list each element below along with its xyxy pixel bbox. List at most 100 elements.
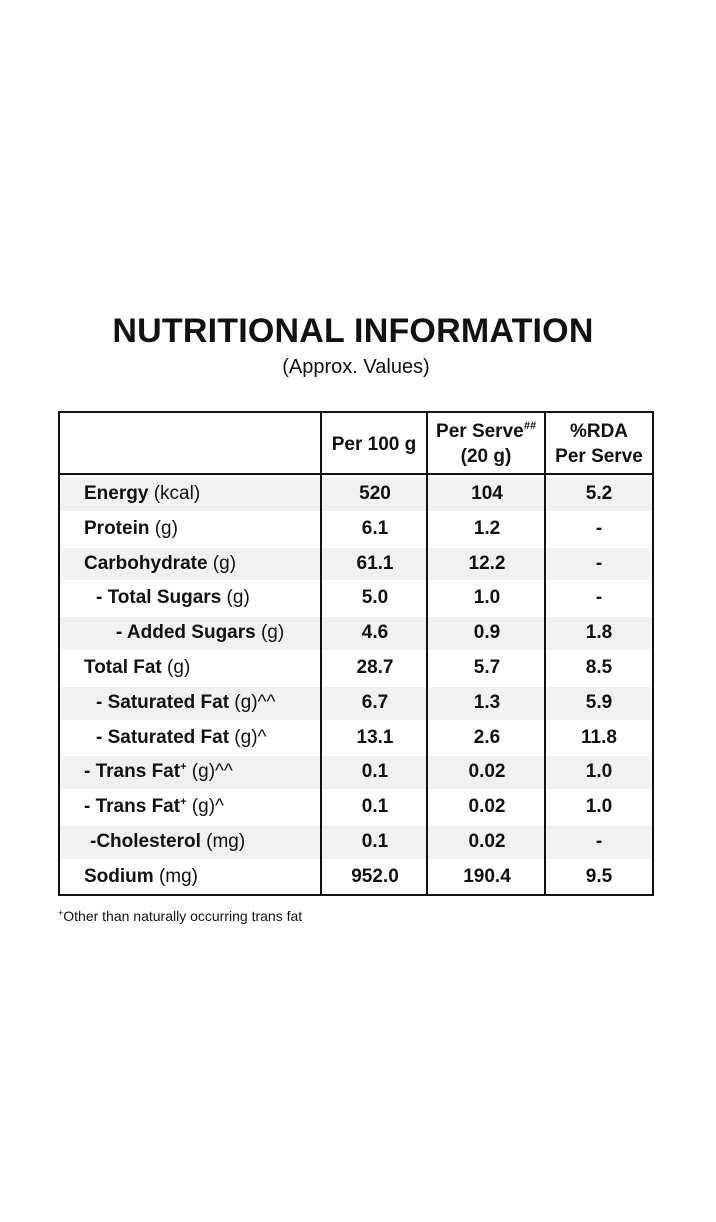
row-stripe (60, 547, 320, 581)
nutrient-name: -Cholesterol (mg) (90, 830, 246, 852)
table-row: - Saturated Fat (g)^^ 6.7 1.3 5.9 (60, 686, 652, 721)
table-row: Energy (kcal) 520 104 5.2 (60, 477, 652, 512)
table-row: Carbohydrate (g) 61.1 12.2 - (60, 547, 652, 582)
value-per-serve: 0.02 (468, 761, 506, 783)
value-per-100g: 13.1 (356, 726, 394, 748)
header-per-100g: Per 100 g (322, 413, 426, 475)
value-per-100g: 6.7 (361, 691, 389, 713)
value-per-serve: 12.2 (468, 552, 506, 574)
nutrient-name: - Added Sugars (g) (116, 622, 285, 644)
header-rda-line2: Per Serve (555, 446, 643, 467)
value-per-100g: 0.1 (361, 830, 389, 852)
value-per-serve: 2.6 (473, 726, 501, 748)
header-divider (60, 473, 652, 475)
nutrient-name: Sodium (mg) (84, 865, 198, 887)
row-stripe (60, 825, 320, 859)
value-per-serve: 1.3 (473, 691, 501, 713)
row-stripe (546, 686, 652, 720)
nutrient-name: Total Fat (g) (84, 656, 191, 678)
row-stripe (322, 547, 426, 581)
nutrient-unit: (g) (149, 517, 178, 539)
row-stripe (546, 825, 652, 859)
nutrient-name: - Trans Fat+ (g)^ (84, 796, 224, 818)
nutrient-name: Carbohydrate (g) (84, 552, 237, 574)
column-divider (320, 413, 322, 894)
row-stripe (546, 617, 652, 650)
page-title: NUTRITIONAL INFORMATION (112, 312, 594, 350)
row-stripe (428, 686, 544, 720)
value-per-100g: 520 (359, 483, 391, 504)
table-row: - Trans Fat+ (g)^^ 0.1 0.02 1.0 (60, 755, 652, 790)
row-stripe (428, 547, 544, 581)
row-stripe (60, 617, 320, 650)
value-per-100g: 6.1 (361, 517, 389, 539)
table-row: Sodium (mg) 952.0 190.4 9.5 (60, 860, 652, 895)
nutrient-name: - Trans Fat+ (g)^^ (84, 761, 233, 783)
header-per-serve-line1: Per Serve## (436, 420, 536, 443)
row-stripe (546, 756, 652, 790)
nutrient-name: Protein (g) (84, 517, 178, 539)
value-per-serve: 1.0 (473, 587, 501, 609)
nutrient-unit: (mg) (153, 865, 198, 887)
row-stripe (546, 478, 652, 511)
nutrient-name: - Total Sugars (g) (96, 587, 250, 609)
nutrient-unit: (g)^^ (229, 691, 276, 713)
nutrient-name: Energy (kcal) (84, 483, 201, 504)
row-stripe (322, 478, 426, 511)
value-rda: 1.0 (585, 796, 613, 818)
row-stripe (322, 825, 426, 859)
nutrient-unit: (g) (221, 587, 250, 609)
column-divider (426, 413, 428, 894)
value-rda: 5.2 (585, 483, 613, 504)
value-per-serve: 1.2 (473, 517, 501, 539)
value-rda: 5.9 (585, 691, 613, 713)
row-stripe (322, 617, 426, 650)
value-per-serve: 0.02 (468, 830, 506, 852)
row-stripe (60, 686, 320, 720)
value-rda: - (595, 552, 603, 574)
column-divider (544, 413, 546, 894)
value-rda: 9.5 (585, 865, 613, 887)
row-stripe (428, 478, 544, 511)
page-subtitle: (Approx. Values) (282, 356, 430, 378)
value-rda: 1.8 (585, 622, 613, 644)
table-row: - Total Sugars (g) 5.0 1.0 - (60, 581, 652, 616)
header-rda: %RDA Per Serve (546, 413, 652, 475)
nutrient-unit: (g) (161, 656, 191, 678)
row-stripe (60, 756, 320, 790)
nutrient-unit: (g) (207, 552, 237, 574)
value-rda: 8.5 (585, 656, 613, 678)
value-per-100g: 0.1 (361, 761, 389, 783)
row-stripe (546, 547, 652, 581)
row-stripe (322, 756, 426, 790)
value-per-100g: 952.0 (351, 865, 399, 887)
row-stripe (428, 617, 544, 650)
footnote-mark: + (58, 908, 64, 918)
nutrient-unit: (g)^ (186, 796, 224, 818)
footnote-text: Other than naturally occurring trans fat (63, 908, 303, 924)
table-row: -Cholesterol (mg) 0.1 0.02 - (60, 825, 652, 860)
header-per-serve-mark: ## (523, 420, 536, 432)
nutrient-name: - Saturated Fat (g)^^ (96, 691, 276, 713)
value-per-100g: 0.1 (361, 796, 389, 818)
row-stripe (322, 686, 426, 720)
nutrient-unit: (g)^ (229, 726, 267, 748)
trans-fat-mark: + (180, 761, 187, 774)
trans-fat-mark: + (180, 796, 187, 809)
value-per-serve: 0.9 (473, 622, 501, 644)
table-row: - Saturated Fat (g)^ 13.1 2.6 11.8 (60, 721, 652, 756)
nutrition-table: Per 100 g Per Serve## (20 g) %RDA Per Se… (58, 411, 654, 896)
row-stripe (428, 825, 544, 859)
value-per-100g: 5.0 (361, 587, 389, 609)
value-rda: 1.0 (585, 761, 613, 783)
value-per-serve: 0.02 (468, 796, 506, 818)
footnote: +Other than naturally occurring trans fa… (58, 908, 302, 924)
nutrient-unit: (g) (255, 622, 285, 644)
header-per-100g-label: Per 100 g (331, 433, 417, 455)
nutrient-unit: (kcal) (148, 483, 201, 504)
nutrient-name: - Saturated Fat (g)^ (96, 726, 267, 748)
nutrition-rows: Energy (kcal) 520 104 5.2 Protein (g) 6.1 1.2 -… (60, 477, 652, 895)
nutrient-unit: (mg) (200, 830, 246, 852)
value-per-100g: 61.1 (356, 552, 394, 574)
header-rda-line1: %RDA (569, 421, 629, 442)
